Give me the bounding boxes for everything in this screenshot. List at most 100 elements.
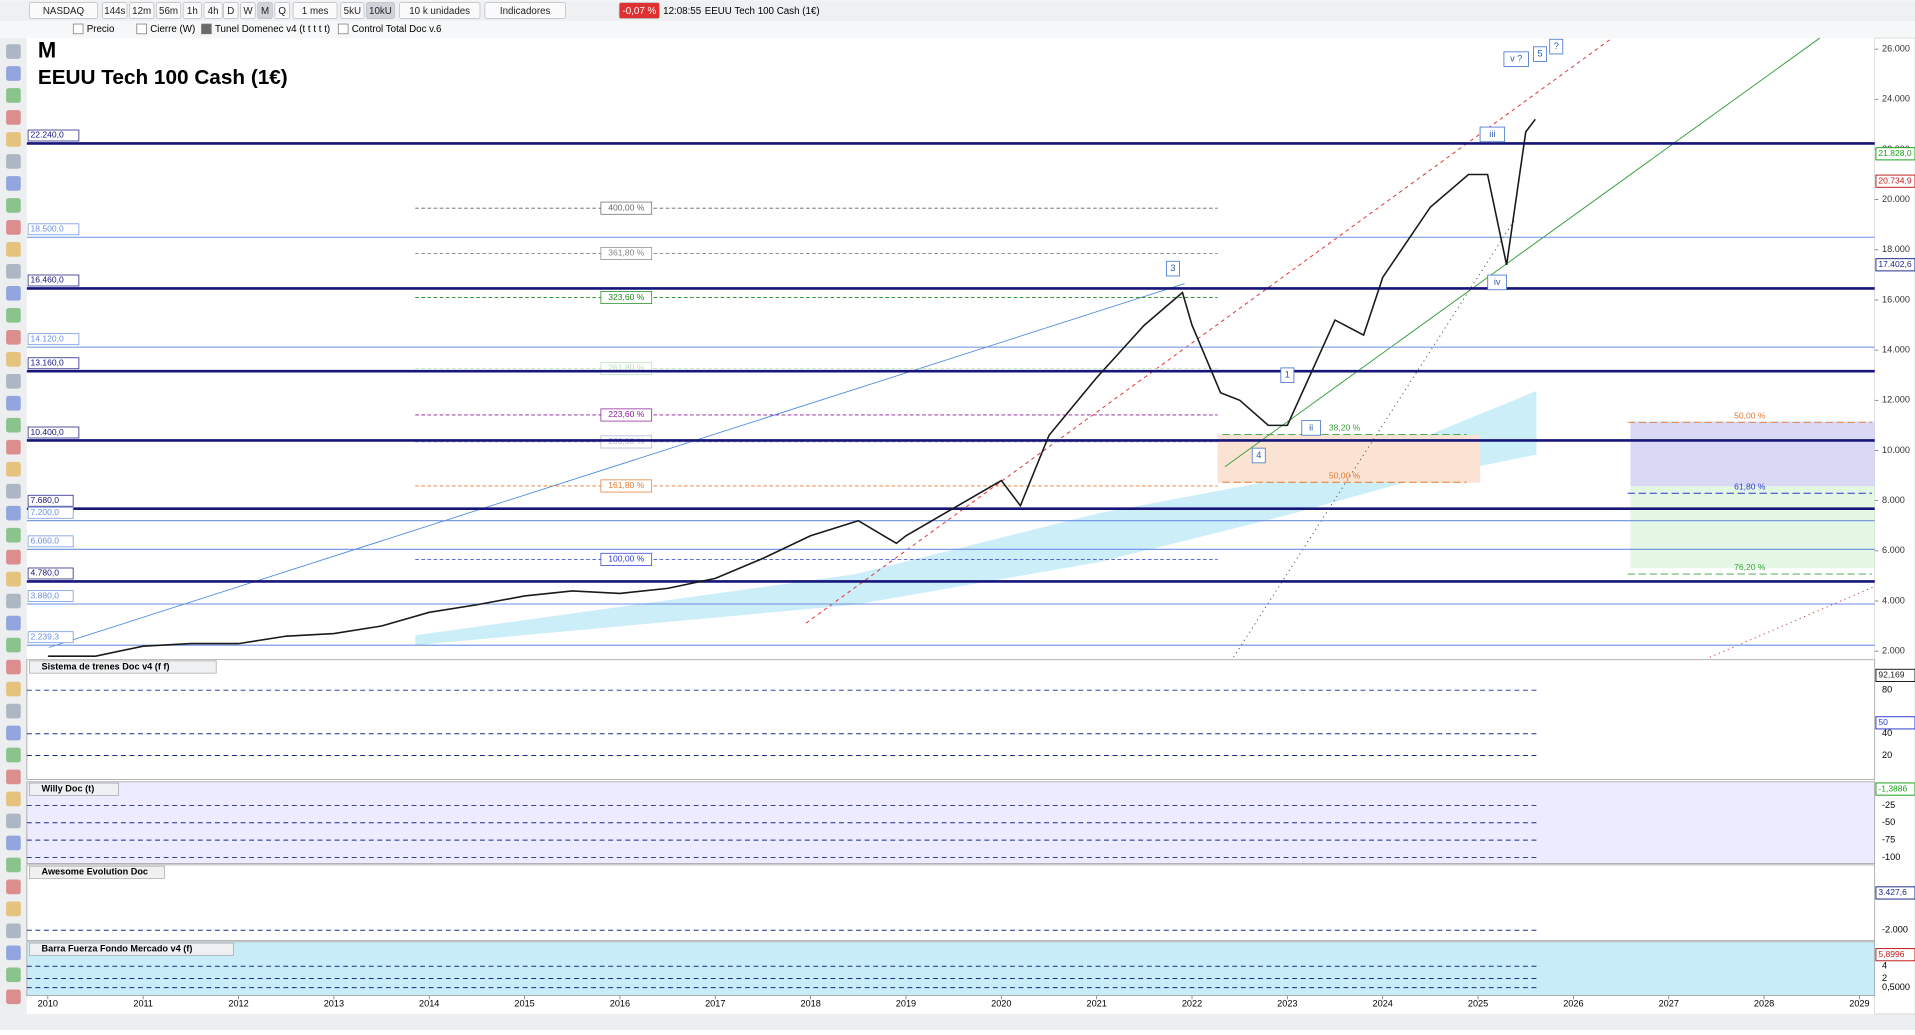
tool-icon[interactable] <box>6 242 21 257</box>
symbol-select-label[interactable]: NASDAQ <box>43 6 85 17</box>
tool-icon[interactable] <box>6 857 21 873</box>
panel-title[interactable]: Sistema de trenes Doc v4 (f f) <box>42 661 170 671</box>
legend-chip[interactable] <box>201 23 212 35</box>
tool-icon[interactable] <box>6 945 21 961</box>
tool-icon[interactable] <box>6 571 21 587</box>
unit-button-label[interactable]: 10kU <box>369 6 392 17</box>
tool-icon[interactable] <box>6 923 21 939</box>
tool-icon[interactable] <box>6 176 21 191</box>
timeframe-button[interactable] <box>129 2 155 19</box>
legend-chip[interactable] <box>136 23 147 35</box>
tool-icon[interactable] <box>6 417 21 433</box>
tool-icon[interactable] <box>6 483 21 499</box>
tool-icon[interactable] <box>6 791 21 807</box>
tool-icon[interactable] <box>6 88 21 103</box>
timeframe-button-label[interactable]: Q <box>278 6 286 17</box>
tool-icon[interactable] <box>6 198 21 213</box>
y-tick-label: 6.000 <box>1882 545 1905 555</box>
timeframe-button[interactable] <box>274 2 290 19</box>
timeframe-button-label[interactable]: D <box>227 6 234 17</box>
x-tick-label: 2026 <box>1563 999 1583 1009</box>
tool-icon[interactable] <box>6 307 21 323</box>
timeframe-button-label[interactable]: 144s <box>104 6 125 17</box>
tool-icon[interactable] <box>6 505 21 521</box>
panel <box>26 659 1876 780</box>
tool-icon[interactable] <box>6 110 21 125</box>
timeframe-button-label[interactable]: W <box>243 6 253 17</box>
change-badge-label[interactable]: -0,07 % <box>623 6 657 17</box>
tool-icon[interactable] <box>6 461 21 477</box>
tool-icon[interactable] <box>6 769 21 785</box>
tool-icon[interactable] <box>6 703 21 719</box>
timeframe-button-label[interactable]: 12m <box>132 6 151 17</box>
tool-icon[interactable] <box>6 747 21 763</box>
panel-title-box[interactable] <box>29 782 119 796</box>
tool-icon[interactable] <box>6 44 21 59</box>
tool-icon[interactable] <box>6 989 21 1005</box>
tool-icon[interactable] <box>6 527 21 543</box>
timeframe-button[interactable] <box>155 2 182 19</box>
change-badge[interactable] <box>618 2 660 19</box>
timeframe-button[interactable] <box>240 2 256 19</box>
tool-icon[interactable] <box>6 835 21 851</box>
tool-icon[interactable] <box>6 439 21 455</box>
timeframe-button-label[interactable]: M <box>261 6 269 17</box>
timeframe-button[interactable] <box>223 2 239 19</box>
panel-title[interactable]: Awesome Evolution Doc <box>42 867 149 877</box>
tool-icon[interactable] <box>6 264 21 279</box>
tool-icon[interactable] <box>6 329 21 345</box>
indicators-button-label[interactable]: Indicadores <box>500 6 551 17</box>
x-tick-label: 2012 <box>228 999 248 1009</box>
zone-label: 76,20 % <box>1734 562 1766 572</box>
fib-label-box <box>600 201 653 215</box>
tool-icon[interactable] <box>6 879 21 895</box>
unit-button-label[interactable]: 5kU <box>344 6 361 17</box>
indicators-button[interactable] <box>484 2 566 19</box>
tool-icon[interactable] <box>6 549 21 565</box>
panel-title[interactable]: Barra Fuerza Fondo Mercado v4 (f) <box>42 944 193 954</box>
tool-icon[interactable] <box>6 395 21 411</box>
tool-icon[interactable] <box>6 220 21 235</box>
panel-title[interactable]: Willy Doc (t) <box>42 784 95 794</box>
level-label: 2.239,3 <box>31 631 60 641</box>
timeframe-button-label[interactable]: 1h <box>187 6 198 17</box>
tool-icon[interactable] <box>6 901 21 917</box>
legend-chip[interactable] <box>337 23 349 35</box>
tool-icon[interactable] <box>6 681 21 697</box>
wave-label-box <box>1301 420 1322 436</box>
timeframe-button[interactable] <box>102 2 128 19</box>
tool-icon[interactable] <box>6 637 21 653</box>
tool-icon[interactable] <box>6 813 21 829</box>
timeframe-button[interactable] <box>182 2 202 19</box>
unit-size-select[interactable] <box>398 2 481 19</box>
unit-button[interactable] <box>340 2 365 19</box>
legend-chip[interactable] <box>72 23 84 35</box>
level-label: 13.160,0 <box>31 358 64 368</box>
tool-icon[interactable] <box>6 615 21 631</box>
timeframe-button[interactable] <box>257 2 273 19</box>
tool-icon[interactable] <box>6 659 21 675</box>
tool-icon[interactable] <box>6 154 21 169</box>
timeframe-button[interactable] <box>203 2 223 19</box>
tool-icon[interactable] <box>6 66 21 81</box>
timeframe-button-label[interactable]: 56m <box>159 6 178 17</box>
panel-title-box[interactable] <box>29 942 234 956</box>
tool-icon[interactable] <box>6 132 21 147</box>
panel-title-box[interactable] <box>29 660 217 674</box>
tool-icon[interactable] <box>6 351 21 367</box>
tool-icon[interactable] <box>6 593 21 609</box>
period-select-label[interactable]: 1 mes <box>302 6 329 17</box>
chart-title: EEUU Tech 100 Cash (1€) <box>38 66 288 89</box>
panel-title-box[interactable] <box>29 865 165 879</box>
y-tick-label: 24.000 <box>1882 94 1910 104</box>
unit-size-select-label[interactable]: 10 k unidades <box>409 6 470 17</box>
period-select[interactable] <box>292 2 338 19</box>
timeframe-button-label[interactable]: 4h <box>208 6 219 17</box>
tool-icon[interactable] <box>6 373 21 389</box>
tool-icon[interactable] <box>6 967 21 983</box>
unit-button[interactable] <box>366 2 395 19</box>
tool-icon[interactable] <box>6 725 21 741</box>
price-tag-label: -1,3886 <box>1878 783 1907 793</box>
tool-icon[interactable] <box>6 286 21 301</box>
symbol-select[interactable] <box>28 2 99 19</box>
